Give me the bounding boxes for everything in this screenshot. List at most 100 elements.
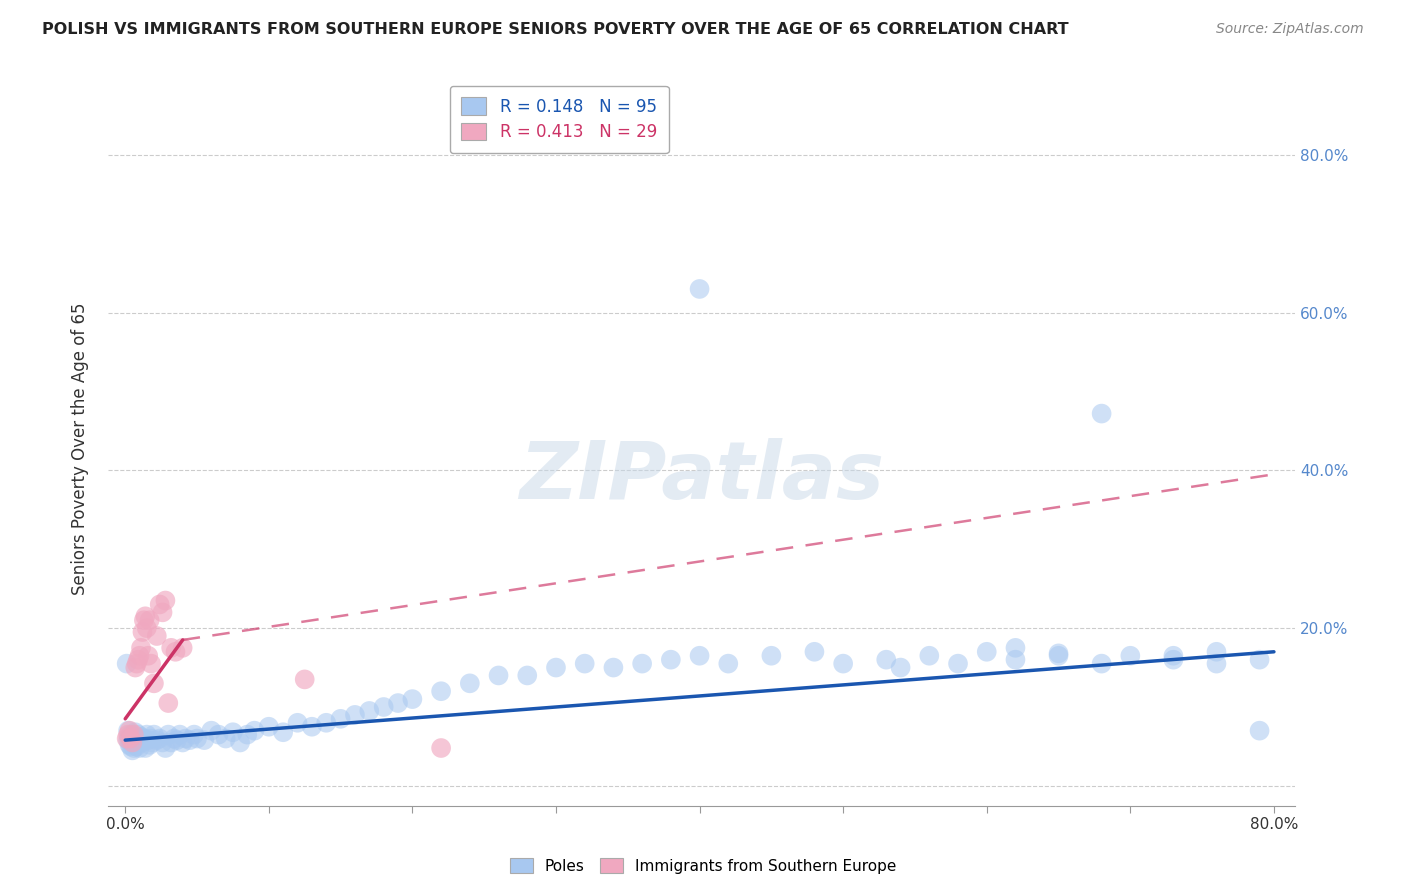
Point bbox=[918, 648, 941, 663]
Point bbox=[117, 728, 139, 742]
Point bbox=[142, 676, 165, 690]
Point bbox=[136, 648, 159, 663]
Point bbox=[193, 733, 215, 747]
Point bbox=[155, 593, 177, 607]
Point bbox=[294, 673, 316, 687]
Point bbox=[125, 739, 148, 754]
Point bbox=[1163, 648, 1185, 663]
Point bbox=[115, 657, 138, 671]
Point bbox=[1205, 657, 1227, 671]
Point bbox=[359, 704, 381, 718]
Point bbox=[115, 731, 138, 746]
Point bbox=[117, 733, 139, 747]
Point bbox=[132, 613, 155, 627]
Point bbox=[179, 733, 201, 747]
Point bbox=[157, 696, 180, 710]
Point bbox=[120, 739, 142, 754]
Point bbox=[301, 720, 323, 734]
Point bbox=[125, 657, 148, 671]
Point bbox=[574, 657, 596, 671]
Point bbox=[287, 715, 309, 730]
Point bbox=[1004, 640, 1026, 655]
Point bbox=[132, 731, 155, 746]
Point bbox=[152, 735, 174, 749]
Point bbox=[458, 676, 481, 690]
Point bbox=[1249, 653, 1271, 667]
Point bbox=[122, 741, 145, 756]
Point bbox=[120, 731, 142, 746]
Point bbox=[135, 728, 157, 742]
Point bbox=[118, 738, 141, 752]
Point bbox=[160, 735, 183, 749]
Point bbox=[875, 653, 897, 667]
Point bbox=[163, 731, 186, 746]
Point bbox=[803, 645, 825, 659]
Point bbox=[430, 684, 453, 698]
Point bbox=[131, 625, 153, 640]
Point bbox=[127, 735, 149, 749]
Text: ZIPatlas: ZIPatlas bbox=[519, 438, 884, 516]
Point bbox=[343, 707, 366, 722]
Point bbox=[401, 692, 423, 706]
Text: Source: ZipAtlas.com: Source: ZipAtlas.com bbox=[1216, 22, 1364, 37]
Point bbox=[124, 660, 146, 674]
Point bbox=[169, 728, 191, 742]
Point bbox=[118, 723, 141, 738]
Point bbox=[257, 720, 280, 734]
Point bbox=[129, 730, 152, 744]
Point bbox=[1163, 653, 1185, 667]
Legend: R = 0.148   N = 95, R = 0.413   N = 29: R = 0.148 N = 95, R = 0.413 N = 29 bbox=[450, 86, 669, 153]
Point bbox=[174, 731, 197, 746]
Point bbox=[1047, 646, 1070, 660]
Point bbox=[271, 725, 294, 739]
Point bbox=[129, 640, 152, 655]
Point bbox=[430, 741, 453, 756]
Point bbox=[329, 712, 352, 726]
Point bbox=[125, 731, 148, 746]
Text: POLISH VS IMMIGRANTS FROM SOUTHERN EUROPE SENIORS POVERTY OVER THE AGE OF 65 COR: POLISH VS IMMIGRANTS FROM SOUTHERN EUROP… bbox=[42, 22, 1069, 37]
Point bbox=[890, 660, 912, 674]
Point bbox=[152, 605, 174, 619]
Point bbox=[1004, 653, 1026, 667]
Point bbox=[117, 723, 139, 738]
Point bbox=[122, 731, 145, 746]
Point bbox=[157, 728, 180, 742]
Point bbox=[1119, 648, 1142, 663]
Point bbox=[138, 738, 160, 752]
Point bbox=[139, 731, 162, 746]
Legend: Poles, Immigrants from Southern Europe: Poles, Immigrants from Southern Europe bbox=[503, 852, 903, 880]
Point bbox=[207, 728, 229, 742]
Point bbox=[128, 648, 150, 663]
Point bbox=[1047, 648, 1070, 663]
Point bbox=[946, 657, 969, 671]
Point bbox=[488, 668, 510, 682]
Point bbox=[122, 728, 145, 742]
Point bbox=[149, 598, 172, 612]
Point bbox=[222, 725, 245, 739]
Point bbox=[689, 282, 711, 296]
Point bbox=[127, 653, 149, 667]
Point bbox=[128, 741, 150, 756]
Point bbox=[689, 648, 711, 663]
Point bbox=[165, 645, 187, 659]
Point bbox=[186, 731, 208, 746]
Point bbox=[236, 728, 259, 742]
Point bbox=[229, 735, 252, 749]
Point bbox=[134, 609, 156, 624]
Y-axis label: Seniors Poverty Over the Age of 65: Seniors Poverty Over the Age of 65 bbox=[72, 302, 89, 595]
Point bbox=[373, 700, 395, 714]
Point bbox=[761, 648, 783, 663]
Point bbox=[183, 728, 205, 742]
Point bbox=[200, 723, 222, 738]
Point bbox=[121, 735, 143, 749]
Point bbox=[166, 733, 188, 747]
Point bbox=[134, 741, 156, 756]
Point bbox=[717, 657, 740, 671]
Point bbox=[146, 629, 169, 643]
Point bbox=[138, 613, 160, 627]
Point bbox=[1091, 407, 1114, 421]
Point bbox=[544, 660, 567, 674]
Point bbox=[1205, 645, 1227, 659]
Point bbox=[149, 731, 172, 746]
Point bbox=[124, 738, 146, 752]
